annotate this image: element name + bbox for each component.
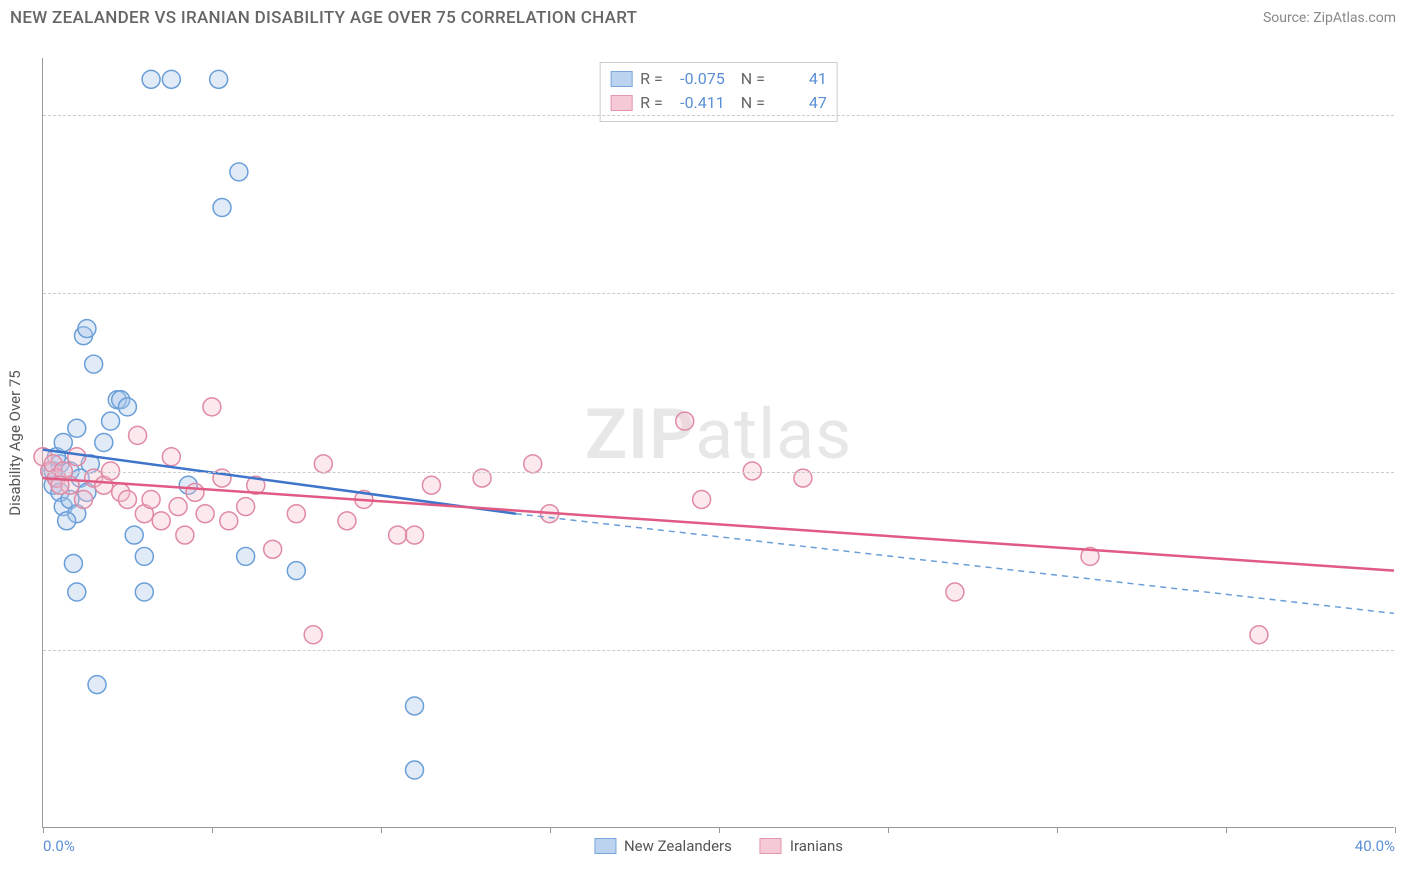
data-point bbox=[162, 70, 180, 88]
bottom-legend: New Zealanders Iranians bbox=[594, 837, 843, 855]
data-point bbox=[237, 547, 255, 565]
data-point bbox=[162, 448, 180, 466]
data-point bbox=[54, 434, 72, 452]
legend-item-1: Iranians bbox=[760, 837, 843, 855]
x-tick-label: 40.0% bbox=[1355, 837, 1395, 855]
data-point bbox=[75, 490, 93, 508]
data-point bbox=[129, 426, 147, 444]
data-point bbox=[78, 320, 96, 338]
data-point bbox=[85, 355, 103, 373]
data-point bbox=[135, 583, 153, 601]
x-tick bbox=[43, 827, 44, 833]
data-point bbox=[338, 512, 356, 530]
n-value-1: 47 bbox=[773, 91, 827, 115]
y-tick-label: 100.0% bbox=[1399, 106, 1406, 124]
data-point bbox=[118, 398, 136, 416]
n-label: N = bbox=[733, 91, 765, 115]
data-point bbox=[68, 448, 86, 466]
data-point bbox=[946, 583, 964, 601]
data-point bbox=[169, 498, 187, 516]
data-point bbox=[186, 483, 204, 501]
chart-svg bbox=[43, 58, 1394, 827]
data-point bbox=[64, 555, 82, 573]
trend-line bbox=[43, 450, 516, 514]
chart-title: NEW ZEALANDER VS IRANIAN DISABILITY AGE … bbox=[10, 8, 637, 28]
x-tick bbox=[1226, 827, 1227, 833]
data-point bbox=[203, 398, 221, 416]
data-point bbox=[524, 455, 542, 473]
data-point bbox=[68, 419, 86, 437]
gridline-h bbox=[43, 472, 1394, 473]
plot-area: Disability Age Over 75 ZIPatlas R = -0.0… bbox=[42, 58, 1394, 828]
data-point bbox=[210, 70, 228, 88]
legend-label-0: New Zealanders bbox=[624, 837, 732, 855]
data-point bbox=[287, 505, 305, 523]
data-point bbox=[176, 526, 194, 544]
x-tick bbox=[1057, 827, 1058, 833]
y-axis-title: Disability Age Over 75 bbox=[6, 370, 24, 515]
x-tick bbox=[381, 827, 382, 833]
gridline-h bbox=[43, 115, 1394, 116]
y-tick-label: 25.0% bbox=[1399, 641, 1406, 659]
x-tick bbox=[550, 827, 551, 833]
x-tick-label: 0.0% bbox=[43, 837, 75, 855]
x-tick bbox=[888, 827, 889, 833]
data-point bbox=[406, 761, 424, 779]
data-point bbox=[102, 412, 120, 430]
data-point bbox=[88, 676, 106, 694]
legend-item-0: New Zealanders bbox=[594, 837, 732, 855]
y-tick-label: 75.0% bbox=[1399, 284, 1406, 302]
r-value-1: -0.411 bbox=[671, 91, 725, 115]
data-point bbox=[118, 490, 136, 508]
source-label: Source: ZipAtlas.com bbox=[1263, 10, 1396, 26]
x-tick bbox=[1395, 827, 1396, 833]
data-point bbox=[142, 490, 160, 508]
y-tick-label: 50.0% bbox=[1399, 463, 1406, 481]
gridline-h bbox=[43, 293, 1394, 294]
data-point bbox=[196, 505, 214, 523]
n-value-0: 41 bbox=[773, 67, 827, 91]
stat-row-0: R = -0.075 N = 41 bbox=[610, 67, 827, 91]
data-point bbox=[389, 526, 407, 544]
data-point bbox=[220, 512, 238, 530]
legend-swatch-1 bbox=[760, 838, 782, 854]
data-point bbox=[304, 626, 322, 644]
gridline-h bbox=[43, 650, 1394, 651]
data-point bbox=[676, 412, 694, 430]
data-point bbox=[68, 583, 86, 601]
data-point bbox=[125, 526, 143, 544]
x-tick bbox=[719, 827, 720, 833]
data-point bbox=[406, 697, 424, 715]
data-point bbox=[406, 526, 424, 544]
r-label: R = bbox=[640, 67, 663, 91]
data-point bbox=[230, 163, 248, 181]
r-value-0: -0.075 bbox=[671, 67, 725, 91]
data-point bbox=[95, 434, 113, 452]
data-point bbox=[237, 498, 255, 516]
data-point bbox=[287, 562, 305, 580]
data-point bbox=[142, 70, 160, 88]
legend-swatch-0 bbox=[594, 838, 616, 854]
data-point bbox=[135, 547, 153, 565]
data-point bbox=[1250, 626, 1268, 644]
data-point bbox=[58, 512, 76, 530]
x-tick bbox=[212, 827, 213, 833]
data-point bbox=[152, 512, 170, 530]
legend-label-1: Iranians bbox=[790, 837, 843, 855]
data-point bbox=[693, 490, 711, 508]
data-point bbox=[213, 199, 231, 217]
data-point bbox=[314, 455, 332, 473]
stat-legend: R = -0.075 N = 41 R = -0.411 N = 47 bbox=[599, 62, 838, 122]
r-label: R = bbox=[640, 91, 663, 115]
swatch-series-0 bbox=[610, 71, 632, 87]
data-point bbox=[422, 476, 440, 494]
n-label: N = bbox=[733, 67, 765, 91]
stat-row-1: R = -0.411 N = 47 bbox=[610, 91, 827, 115]
data-point bbox=[264, 540, 282, 558]
swatch-series-1 bbox=[610, 95, 632, 111]
